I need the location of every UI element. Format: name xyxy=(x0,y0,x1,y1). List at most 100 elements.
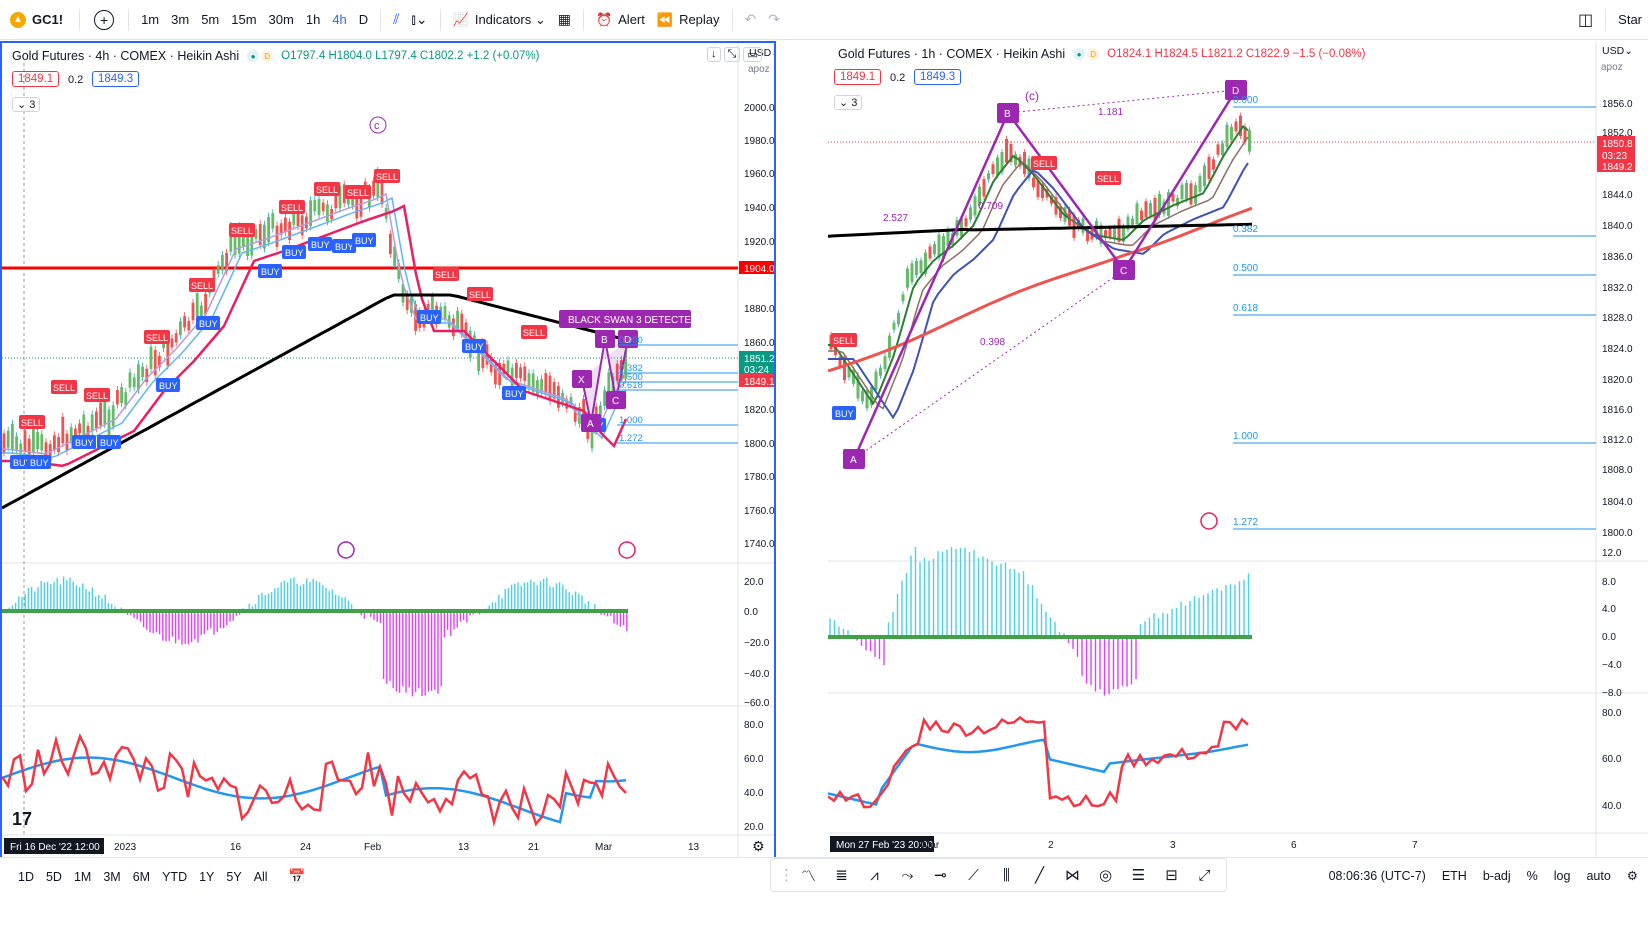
fib-level-label: 1.000 xyxy=(619,415,643,426)
symbol-search[interactable]: ▲ GC1! xyxy=(0,0,73,40)
bid-box[interactable]: 1849.1 xyxy=(834,69,882,85)
auto-toggle[interactable]: auto xyxy=(1586,868,1611,883)
sell-signal: SELL xyxy=(523,328,545,338)
compare-add-icon[interactable]: + xyxy=(94,9,115,30)
interval-4h[interactable]: 4h xyxy=(332,12,347,27)
adjust-toggle[interactable]: b-adj xyxy=(1482,868,1511,883)
interval-5m[interactable]: 5m xyxy=(201,12,220,27)
candle xyxy=(1000,152,1004,173)
fib-timezone-icon[interactable]: ⊟ xyxy=(1165,867,1178,884)
replay-button[interactable]: ⏪ Replay xyxy=(651,0,726,40)
range-all[interactable]: All xyxy=(253,870,268,884)
interval-1h[interactable]: 1h xyxy=(305,12,321,27)
drag-handle-icon[interactable]: ⋮ xyxy=(779,867,794,884)
percent-toggle[interactable]: % xyxy=(1526,868,1538,883)
candle xyxy=(498,362,501,385)
sell-signal-bg xyxy=(831,333,857,347)
range-5y[interactable]: 5Y xyxy=(226,870,242,884)
chart-style-icon[interactable]: ⫾⌄ xyxy=(411,11,428,27)
event-icon xyxy=(1200,512,1218,530)
collapse-indicators-toggle[interactable]: ⌄ 3 xyxy=(12,97,41,112)
range-3m[interactable]: 3M xyxy=(103,870,121,884)
zigzag-tool-icon[interactable]: 〽 xyxy=(800,867,816,885)
session-toggle[interactable]: ETH xyxy=(1441,868,1467,883)
candle xyxy=(229,225,233,252)
sell-signal-bg xyxy=(345,185,371,199)
candle xyxy=(187,320,191,331)
range-5d[interactable]: 5D xyxy=(45,870,62,884)
maximize-icon[interactable]: ▭ xyxy=(743,47,762,62)
fib-tool-icon[interactable]: ≣ xyxy=(835,867,848,884)
range-1m[interactable]: 1M xyxy=(73,870,92,884)
ask-box[interactable]: 1849.3 xyxy=(914,69,962,85)
candle xyxy=(1144,201,1148,218)
price-tick: 1849.1 xyxy=(744,377,775,388)
candles-icon[interactable]: ⫽ xyxy=(393,11,400,27)
curve-tool-icon[interactable]: ⤳ xyxy=(901,866,914,884)
currency-selector[interactable]: USD⌄ xyxy=(749,47,774,59)
candle xyxy=(137,364,140,390)
harmonic-point: D xyxy=(1232,86,1239,97)
range-1y[interactable]: 1Y xyxy=(199,870,215,884)
candle xyxy=(540,379,543,393)
settings-icon[interactable]: ⚙ xyxy=(1626,869,1638,883)
range-6m[interactable]: 6M xyxy=(132,870,151,884)
chart-canvas-4h[interactable]: 2000.0 1980.0 1960.0 1940.0 1920.0 1904.0 1880… xyxy=(2,43,776,857)
ask-box[interactable]: 1849.3 xyxy=(92,71,140,87)
pattern-tool-icon[interactable]: ⩘ xyxy=(870,866,879,884)
interval-D[interactable]: D xyxy=(358,12,369,27)
interval-1m[interactable]: 1m xyxy=(141,12,160,27)
indicators-button[interactable]: 📈 Indicators ⌄ xyxy=(452,11,546,28)
buy-signal-bg xyxy=(417,310,441,324)
candle xyxy=(607,372,611,397)
trend-line-icon[interactable]: ⟋ xyxy=(968,866,979,884)
collapse-indicators-toggle[interactable]: ⌄ 3 xyxy=(834,95,863,110)
interval-30m[interactable]: 30m xyxy=(268,12,294,27)
scale-mode[interactable]: apoz xyxy=(748,64,770,75)
candle xyxy=(141,366,144,378)
scale-mode[interactable]: apoz xyxy=(1601,62,1623,73)
layout-split-icon[interactable]: ◫ xyxy=(1578,11,1594,29)
sell-signal-bg xyxy=(229,223,255,237)
bid-box[interactable]: 1849.1 xyxy=(12,71,60,87)
expand-icon[interactable]: ⤢ xyxy=(1198,866,1211,884)
goto-date-icon[interactable]: 📅 xyxy=(288,868,306,884)
currency-selector[interactable]: USD⌄ xyxy=(1602,45,1633,57)
price-tick: 1820.0 xyxy=(744,405,775,416)
fib-channel-icon[interactable]: ☰ xyxy=(1131,867,1146,884)
horizontal-line-icon[interactable]: ⊸ xyxy=(934,867,947,884)
fib-level-label: 1.272 xyxy=(619,433,643,444)
collapse-icon[interactable]: ⤡ xyxy=(723,47,741,62)
bars-pattern-icon[interactable]: ⫼ xyxy=(1003,866,1010,884)
interval-15m[interactable]: 15m xyxy=(231,12,257,27)
candle xyxy=(376,170,380,198)
candle xyxy=(305,216,308,229)
layouts-icon[interactable]: ▦ xyxy=(557,11,571,27)
delayed-icon: D xyxy=(1087,48,1100,60)
range-1d[interactable]: 1D xyxy=(18,870,34,884)
chart-pane-4h[interactable]: 2000.0 1980.0 1960.0 1940.0 1920.0 1904.0 1880… xyxy=(0,41,776,857)
buy-signal-bg xyxy=(196,316,220,330)
log-toggle[interactable]: log xyxy=(1553,868,1571,883)
xabcd-tool-icon[interactable]: ⋈ xyxy=(1065,867,1080,884)
ray-tool-icon[interactable]: ╱ xyxy=(1034,867,1045,884)
interval-3m[interactable]: 3m xyxy=(171,12,190,27)
time-tick: 2 xyxy=(1048,840,1054,851)
fib-circle-icon[interactable]: ◎ xyxy=(1098,867,1113,884)
harmonic-point: X xyxy=(578,375,585,386)
candle xyxy=(510,367,514,387)
redo-icon[interactable]: ↷ xyxy=(768,11,780,27)
alert-label: Alert xyxy=(618,12,645,27)
arrow-down-icon[interactable]: ↓ xyxy=(707,47,721,62)
candle xyxy=(1113,227,1116,240)
candle xyxy=(27,438,31,457)
alert-button[interactable]: ⏰ Alert xyxy=(590,0,651,40)
chart-pane-1h[interactable]: 1856.0 1852.0 1850.8 03:23 1849.2 1844.0 1840.… xyxy=(828,41,1648,857)
candle xyxy=(338,185,342,209)
star-button[interactable]: Star xyxy=(1618,12,1642,27)
candle xyxy=(11,423,14,450)
undo-icon[interactable]: ↶ xyxy=(744,11,757,27)
range-ytd[interactable]: YTD xyxy=(162,870,188,884)
